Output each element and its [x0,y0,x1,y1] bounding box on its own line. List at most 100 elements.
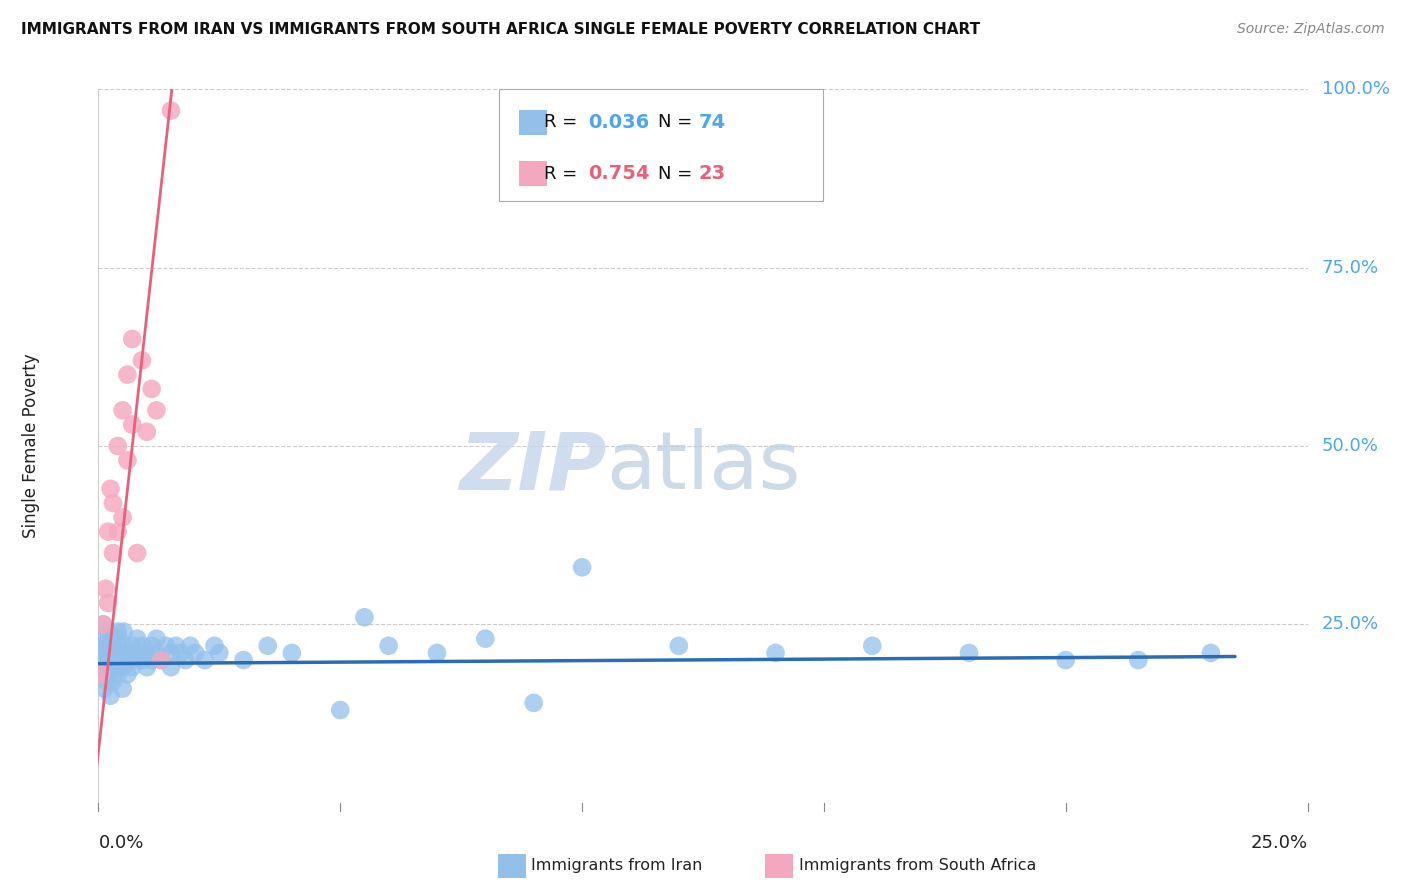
Point [1128,653,1150,667]
Point [150,653,173,667]
Text: 25.0%: 25.0% [1250,834,1308,852]
Text: 50.0%: 50.0% [1322,437,1378,455]
Text: Immigrants from South Africa: Immigrants from South Africa [799,858,1036,872]
Point [426,646,449,660]
Point [160,103,183,118]
Point [117,646,139,660]
Text: 0.036: 0.036 [588,113,650,132]
Point [111,510,134,524]
Point [141,382,163,396]
Point [957,646,980,660]
Point [204,639,226,653]
Point [141,639,163,653]
Point [91,667,114,681]
Point [117,653,139,667]
Point [93,632,115,646]
Text: atlas: atlas [606,428,800,507]
Point [523,696,546,710]
Point [232,653,254,667]
Point [131,653,153,667]
Point [111,660,134,674]
Point [111,681,134,696]
Text: IMMIGRANTS FROM IRAN VS IMMIGRANTS FROM SOUTH AFRICA SINGLE FEMALE POVERTY CORRE: IMMIGRANTS FROM IRAN VS IMMIGRANTS FROM … [21,22,980,37]
Point [101,546,124,560]
Point [174,653,197,667]
Point [97,624,120,639]
Point [91,639,114,653]
Point [353,610,375,624]
Point [104,660,127,674]
Point [131,353,153,368]
Point [135,646,157,660]
Point [329,703,352,717]
Point [145,646,167,660]
Point [145,632,167,646]
Point [111,639,134,653]
Point [100,482,122,496]
Point [668,639,690,653]
Text: N =: N = [658,113,697,131]
Point [101,653,124,667]
Point [179,639,201,653]
Point [155,639,177,653]
Point [97,596,120,610]
Point [103,639,125,653]
Point [135,425,157,439]
Point [860,639,883,653]
Point [127,546,149,560]
Point [121,417,143,432]
Point [184,646,207,660]
Point [474,632,496,646]
Point [121,660,143,674]
Point [141,653,163,667]
Text: 100.0%: 100.0% [1322,80,1389,98]
Point [98,639,121,653]
Text: 75.0%: 75.0% [1322,259,1379,277]
Point [94,582,117,596]
Point [96,674,118,689]
Point [145,403,167,417]
Text: R =: R = [544,165,583,183]
Point [117,667,139,681]
Point [107,646,129,660]
Point [97,653,120,667]
Point [98,667,121,681]
Text: N =: N = [658,165,697,183]
Point [131,639,153,653]
Text: 0.0%: 0.0% [98,834,143,852]
Point [91,617,114,632]
Text: 25.0%: 25.0% [1322,615,1379,633]
Point [112,624,135,639]
Point [107,439,129,453]
Point [107,667,129,681]
Text: 0.754: 0.754 [588,164,650,183]
Point [94,660,117,674]
Point [127,632,149,646]
Point [97,524,120,539]
Point [96,646,118,660]
Point [108,653,131,667]
Point [571,560,593,574]
Point [100,689,122,703]
Point [194,653,217,667]
Point [107,632,129,646]
Text: 23: 23 [699,164,725,183]
Point [169,646,191,660]
Text: ZIP: ZIP [458,428,606,507]
Point [121,653,143,667]
Point [165,639,187,653]
Point [107,524,129,539]
Text: Single Female Poverty: Single Female Poverty [22,354,39,538]
Point [160,646,183,660]
Point [160,660,183,674]
Point [90,653,112,667]
Point [117,453,139,467]
Point [135,660,157,674]
Point [117,368,139,382]
Point [127,646,149,660]
Point [101,632,124,646]
Point [150,653,173,667]
Text: R =: R = [544,113,583,131]
Point [281,646,304,660]
Point [1199,646,1222,660]
